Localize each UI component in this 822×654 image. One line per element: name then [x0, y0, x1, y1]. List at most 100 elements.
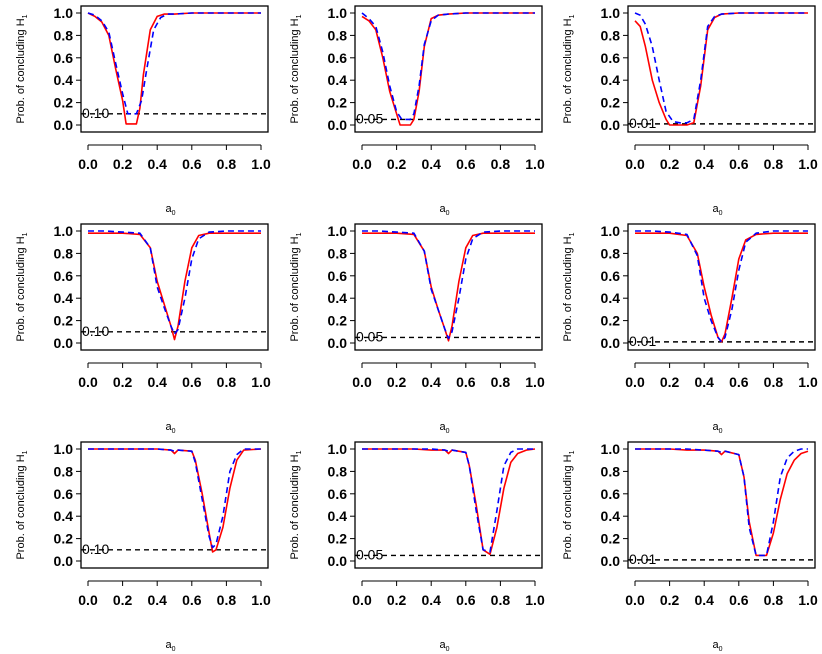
x-tick-label: 1.0: [525, 374, 545, 390]
y-tick-label: 0.4: [601, 72, 621, 88]
x-tick-label: 0.8: [217, 156, 237, 172]
panel-row3-col1: 0.0 0.2 0.4 0.6 0.8 1.0 0.0 0.2 0.4 0.6 0.8 1.0 Prob…: [15, 441, 271, 653]
series-line-blue: [635, 448, 808, 557]
y-axis-label: Prob. of concluding H1: [15, 14, 29, 123]
series-line-red: [634, 12, 808, 126]
x-tick-label: 0.8: [217, 374, 237, 390]
x-tick-label: 0.4: [421, 374, 441, 390]
x-tick-label: 0.8: [491, 374, 511, 390]
x-tick-label: 1.0: [251, 156, 271, 172]
series-line-red: [635, 448, 809, 557]
x-axis-label: a0: [712, 421, 722, 435]
y-tick-label: 0.8: [54, 27, 74, 43]
y-tick-label: 0.6: [54, 268, 74, 284]
y-axis-label: Prob. of concluding H1: [562, 450, 576, 559]
y-tick-label: 0.2: [328, 313, 348, 329]
x-axis-label: a0: [439, 421, 449, 435]
x-tick-label: 0.6: [456, 374, 476, 390]
x-tick-label: 0.0: [78, 374, 98, 390]
x-tick-label: 1.0: [251, 592, 271, 608]
x-tick-label: 0.4: [694, 592, 714, 608]
panel-row1-col1: 0.0 0.2 0.4 0.6 0.8 1.0 0.0 0.2 0.4 0.6 0.8 1.0 Prob…: [15, 5, 271, 217]
y-tick-label: 0.8: [54, 245, 74, 261]
x-tick-label: 0.6: [456, 592, 476, 608]
reference-label: 0.05: [356, 546, 383, 562]
series-line-red: [362, 232, 535, 342]
x-tick-label: 0.4: [694, 374, 714, 390]
y-tick-label: 0.4: [54, 508, 74, 524]
y-tick-label: 0.6: [54, 486, 74, 502]
y-tick-label: 0.4: [601, 290, 621, 306]
series-line-red: [88, 232, 261, 341]
x-tick-label: 0.6: [456, 156, 476, 172]
series-line-red: [87, 12, 261, 125]
y-tick-label: 0.4: [328, 290, 348, 306]
y-tick-label: 0.2: [601, 531, 621, 547]
x-tick-label: 0.2: [387, 592, 407, 608]
y-tick-label: 0.6: [54, 50, 74, 66]
y-tick-label: 0.2: [54, 531, 74, 547]
series-line-blue: [635, 230, 808, 343]
y-tick-label: 0.8: [54, 463, 74, 479]
y-tick-label: 1.0: [54, 223, 74, 239]
y-axis-label: Prob. of concluding H1: [15, 232, 29, 341]
x-tick-label: 0.2: [660, 374, 680, 390]
x-tick-label: 0.6: [729, 156, 749, 172]
y-tick-label: 0.8: [601, 245, 621, 261]
plot-frame: [80, 223, 269, 351]
series-line-blue: [87, 12, 261, 115]
panel-row3-col2: 0.0 0.2 0.4 0.6 0.8 1.0 0.0 0.2 0.4 0.6 0.8 1.0 Prob…: [289, 441, 545, 653]
x-tick-label: 0.4: [147, 156, 167, 172]
y-tick-label: 0.0: [328, 335, 348, 351]
x-tick-label: 0.2: [113, 592, 133, 608]
y-tick-label: 1.0: [54, 5, 74, 21]
x-tick-label: 0.0: [352, 592, 372, 608]
x-tick-label: 1.0: [525, 156, 545, 172]
y-tick-label: 0.6: [601, 50, 621, 66]
y-tick-label: 0.4: [328, 508, 348, 524]
y-tick-label: 0.4: [328, 72, 348, 88]
series-line-blue: [88, 448, 261, 549]
reference-label: 0.10: [82, 323, 109, 339]
y-tick-label: 0.0: [54, 335, 74, 351]
y-axis-label: Prob. of concluding H1: [562, 232, 576, 341]
plot-frame: [354, 223, 543, 351]
x-axis-label: a0: [165, 639, 175, 653]
y-tick-label: 0.2: [328, 531, 348, 547]
x-tick-label: 1.0: [798, 592, 818, 608]
y-tick-label: 0.8: [328, 27, 348, 43]
y-tick-label: 0.2: [601, 95, 621, 111]
x-tick-label: 0.0: [78, 156, 98, 172]
y-tick-label: 0.0: [54, 117, 74, 133]
x-axis-label: a0: [712, 203, 722, 217]
x-tick-label: 0.6: [182, 592, 202, 608]
y-tick-label: 0.0: [54, 553, 74, 569]
panel-row3-col3: 0.0 0.2 0.4 0.6 0.8 1.0 0.0 0.2 0.4 0.6 0.8 1.0 Prob…: [562, 441, 818, 653]
x-tick-label: 0.6: [182, 374, 202, 390]
y-tick-label: 0.0: [601, 117, 621, 133]
y-tick-label: 0.6: [328, 268, 348, 284]
x-tick-label: 0.2: [387, 156, 407, 172]
plot-frame: [627, 5, 816, 133]
y-tick-label: 0.6: [328, 50, 348, 66]
y-tick-label: 0.0: [328, 117, 348, 133]
x-tick-label: 1.0: [798, 156, 818, 172]
x-tick-label: 0.4: [421, 156, 441, 172]
x-tick-label: 0.2: [387, 374, 407, 390]
x-tick-label: 1.0: [251, 374, 271, 390]
x-tick-label: 1.0: [525, 592, 545, 608]
x-tick-label: 0.4: [147, 374, 167, 390]
y-tick-label: 1.0: [328, 223, 348, 239]
x-axis-label: a0: [439, 203, 449, 217]
y-axis-label: Prob. of concluding H1: [289, 232, 303, 341]
plot-frame: [354, 5, 543, 133]
x-tick-label: 0.4: [421, 592, 441, 608]
y-tick-label: 1.0: [54, 441, 74, 457]
x-tick-label: 0.8: [491, 156, 511, 172]
y-tick-label: 0.0: [328, 553, 348, 569]
x-axis-label: a0: [712, 639, 722, 653]
plot-frame: [80, 441, 269, 569]
y-tick-label: 0.4: [54, 290, 74, 306]
reference-label: 0.01: [629, 551, 656, 567]
